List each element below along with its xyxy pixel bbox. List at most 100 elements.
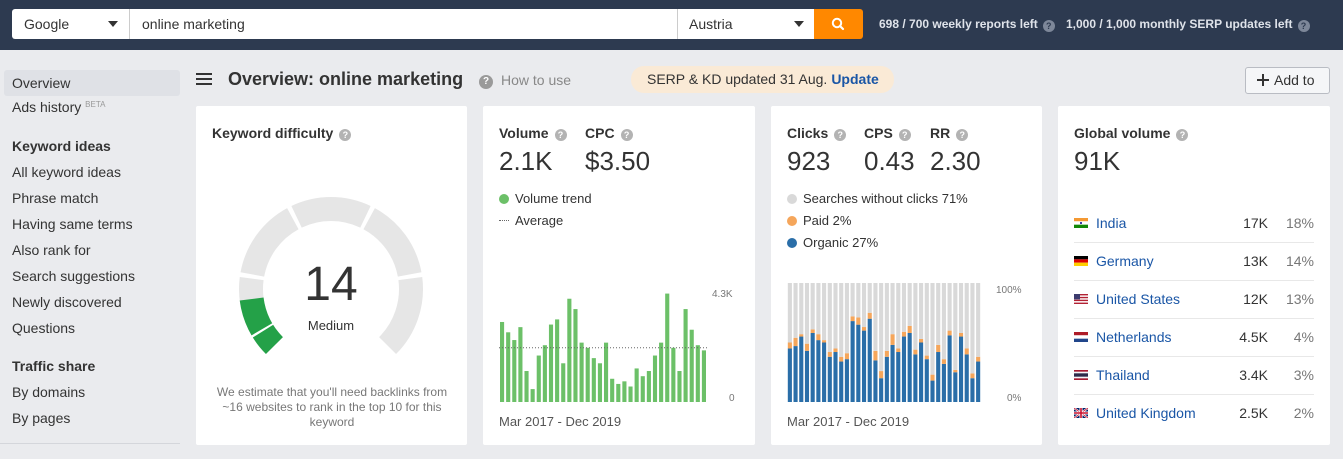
paid-bar[interactable] bbox=[884, 350, 889, 357]
volume-bar[interactable] bbox=[689, 329, 694, 402]
organic-bar[interactable] bbox=[947, 335, 952, 402]
country-name-link[interactable]: India bbox=[1096, 215, 1127, 231]
no-clicks-bar[interactable] bbox=[873, 283, 878, 351]
organic-bar[interactable] bbox=[799, 336, 804, 402]
paid-bar[interactable] bbox=[964, 348, 969, 355]
add-to-button[interactable]: Add to bbox=[1245, 67, 1330, 94]
paid-bar[interactable] bbox=[936, 344, 941, 353]
paid-bar[interactable] bbox=[833, 348, 838, 353]
no-clicks-bar[interactable] bbox=[941, 283, 946, 360]
sidebar-item-having-same-terms[interactable]: Having same terms bbox=[12, 216, 133, 232]
organic-bar[interactable] bbox=[861, 330, 867, 402]
volume-bar[interactable] bbox=[536, 355, 541, 402]
organic-bar[interactable] bbox=[884, 356, 889, 402]
sidebar-item-all-keyword-ideas[interactable]: All keyword ideas bbox=[12, 164, 121, 180]
volume-bar[interactable] bbox=[579, 342, 584, 402]
paid-bar[interactable] bbox=[827, 352, 832, 357]
paid-bar[interactable] bbox=[947, 330, 952, 336]
help-icon[interactable]: ? bbox=[898, 129, 911, 141]
volume-bar[interactable] bbox=[555, 319, 560, 402]
help-icon[interactable]: ? bbox=[1297, 20, 1310, 32]
search-button[interactable] bbox=[814, 9, 863, 39]
no-clicks-bar[interactable] bbox=[890, 283, 895, 335]
no-clicks-bar[interactable] bbox=[867, 283, 872, 313]
paid-bar[interactable] bbox=[787, 342, 792, 349]
country-name-link[interactable]: Thailand bbox=[1096, 367, 1150, 383]
organic-bar[interactable] bbox=[793, 346, 798, 402]
volume-bar[interactable] bbox=[530, 389, 535, 402]
volume-bar[interactable] bbox=[518, 327, 523, 402]
organic-bar[interactable] bbox=[816, 340, 821, 402]
no-clicks-bar[interactable] bbox=[787, 283, 792, 343]
organic-bar[interactable] bbox=[833, 352, 838, 402]
volume-bar[interactable] bbox=[646, 371, 651, 402]
paid-bar[interactable] bbox=[930, 374, 935, 381]
sidebar-item-by-domains[interactable]: By domains bbox=[12, 384, 86, 400]
paid-bar[interactable] bbox=[919, 338, 924, 343]
no-clicks-bar[interactable] bbox=[816, 283, 821, 335]
no-clicks-bar[interactable] bbox=[827, 283, 832, 353]
no-clicks-bar[interactable] bbox=[799, 283, 804, 335]
no-clicks-bar[interactable] bbox=[936, 283, 941, 345]
volume-bar[interactable] bbox=[500, 321, 505, 402]
volume-bar[interactable] bbox=[597, 363, 602, 402]
paid-bar[interactable] bbox=[856, 317, 861, 325]
no-clicks-bar[interactable] bbox=[907, 283, 912, 326]
organic-bar[interactable] bbox=[919, 342, 924, 403]
volume-bar[interactable] bbox=[622, 381, 627, 402]
paid-bar[interactable] bbox=[799, 334, 804, 337]
paid-bar[interactable] bbox=[941, 359, 946, 364]
volume-bar[interactable] bbox=[701, 350, 706, 402]
paid-bar[interactable] bbox=[879, 371, 884, 379]
organic-bar[interactable] bbox=[907, 332, 912, 402]
organic-bar[interactable] bbox=[958, 336, 964, 402]
no-clicks-bar[interactable] bbox=[930, 283, 935, 375]
sidebar-item-search-suggestions[interactable]: Search suggestions bbox=[12, 268, 135, 284]
paid-bar[interactable] bbox=[958, 332, 964, 337]
volume-bar[interactable] bbox=[640, 376, 645, 402]
volume-bar[interactable] bbox=[524, 371, 529, 402]
sidebar-item-questions[interactable]: Questions bbox=[12, 320, 76, 336]
volume-bar[interactable] bbox=[634, 368, 639, 402]
paid-bar[interactable] bbox=[867, 312, 872, 319]
no-clicks-bar[interactable] bbox=[958, 283, 964, 333]
sidebar-item-overview[interactable]: Overview bbox=[4, 70, 180, 96]
paid-bar[interactable] bbox=[924, 355, 929, 360]
paid-bar[interactable] bbox=[907, 325, 912, 333]
paid-bar[interactable] bbox=[861, 327, 867, 331]
organic-bar[interactable] bbox=[913, 354, 918, 402]
paid-bar[interactable] bbox=[953, 369, 958, 373]
no-clicks-bar[interactable] bbox=[804, 283, 810, 344]
paid-bar[interactable] bbox=[810, 329, 815, 333]
volume-bar[interactable] bbox=[695, 345, 700, 402]
volume-bar[interactable] bbox=[542, 345, 547, 402]
organic-bar[interactable] bbox=[879, 378, 884, 402]
organic-bar[interactable] bbox=[856, 324, 861, 402]
sidebar-item-also-rank-for[interactable]: Also rank for bbox=[12, 242, 91, 258]
paid-bar[interactable] bbox=[844, 353, 849, 360]
volume-bar[interactable] bbox=[585, 347, 590, 402]
paid-bar[interactable] bbox=[850, 316, 855, 322]
no-clicks-bar[interactable] bbox=[856, 283, 861, 318]
organic-bar[interactable] bbox=[810, 332, 815, 402]
volume-bar[interactable] bbox=[628, 386, 633, 402]
country-name-link[interactable]: United Kingdom bbox=[1096, 405, 1196, 421]
no-clicks-bar[interactable] bbox=[924, 283, 929, 356]
organic-bar[interactable] bbox=[976, 361, 981, 402]
no-clicks-bar[interactable] bbox=[964, 283, 969, 349]
paid-bar[interactable] bbox=[970, 373, 975, 379]
no-clicks-bar[interactable] bbox=[947, 283, 952, 331]
no-clicks-bar[interactable] bbox=[896, 283, 901, 349]
no-clicks-bar[interactable] bbox=[822, 283, 827, 341]
help-icon[interactable]: ? bbox=[620, 129, 633, 141]
paid-bar[interactable] bbox=[890, 334, 895, 345]
volume-bar[interactable] bbox=[652, 355, 658, 402]
organic-bar[interactable] bbox=[901, 336, 907, 402]
organic-bar[interactable] bbox=[844, 359, 849, 402]
volume-bar[interactable] bbox=[561, 363, 566, 402]
no-clicks-bar[interactable] bbox=[833, 283, 838, 349]
no-clicks-bar[interactable] bbox=[970, 283, 975, 374]
volume-bar[interactable] bbox=[591, 358, 596, 402]
organic-bar[interactable] bbox=[850, 321, 855, 402]
organic-bar[interactable] bbox=[941, 363, 946, 402]
